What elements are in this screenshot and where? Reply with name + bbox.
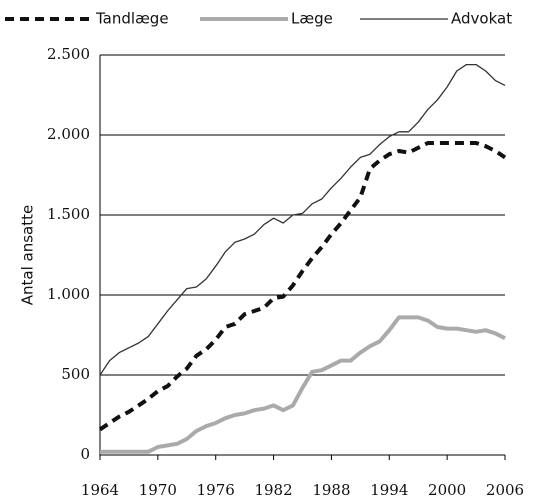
x-tick-label: 1994: [370, 481, 408, 499]
y-tick-label: 0: [80, 445, 90, 463]
x-tick-label: 1964: [81, 481, 119, 499]
y-tick-label: 2.000: [47, 125, 90, 143]
y-tick-label: 1.500: [47, 205, 90, 223]
y-tick-label: 2.500: [47, 45, 90, 63]
x-tick-label: 1976: [197, 481, 235, 499]
series-line: [99, 63, 506, 376]
legend-label: Advokat: [451, 10, 512, 28]
legend-label: Tandlæge: [95, 10, 169, 28]
series-line: [100, 315, 506, 454]
y-tick-label: 500: [61, 365, 90, 383]
series-line: [98, 141, 507, 432]
y-axis-label: Antal ansatte: [19, 205, 37, 305]
y-tick-label: 1.000: [47, 285, 90, 303]
x-tick-label: 1988: [312, 481, 350, 499]
legend-label: Læge: [291, 10, 333, 28]
x-tick-label: 1970: [139, 481, 177, 499]
x-tick-label: 1982: [254, 481, 292, 499]
x-tick-label: 2006: [486, 481, 524, 499]
x-tick-label: 2000: [428, 481, 466, 499]
